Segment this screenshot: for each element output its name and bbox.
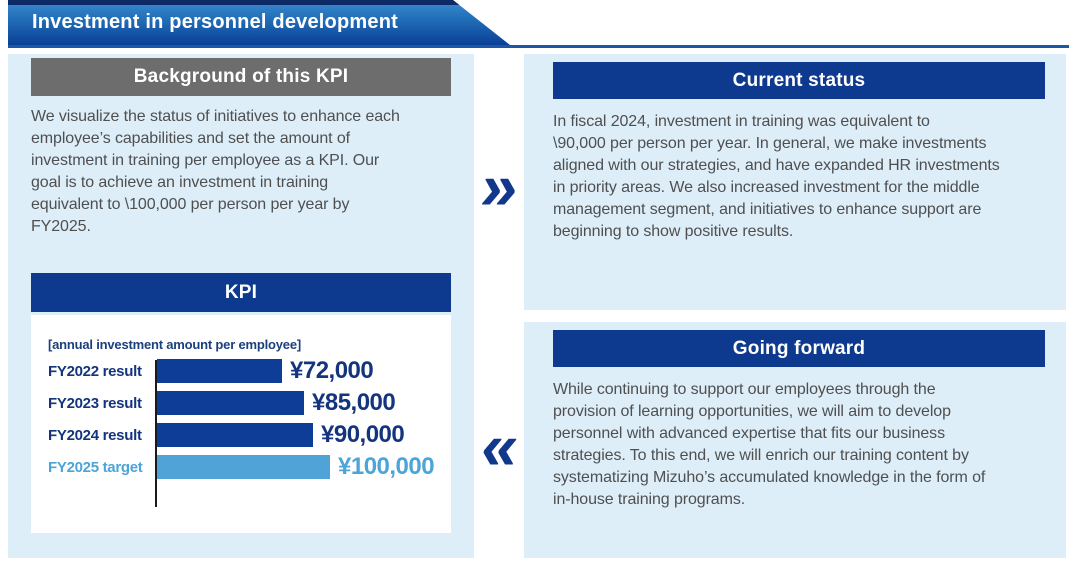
- kpi-row: FY2025 target ¥100,000: [48, 451, 451, 483]
- kpi-value-label: ¥100,000: [338, 453, 435, 480]
- kpi-row: FY2023 result ¥85,000: [48, 387, 451, 419]
- kpi-value-label: ¥72,000: [290, 357, 374, 384]
- kpi-row: FY2024 result ¥90,000: [48, 419, 451, 451]
- kpi-chart: [annual investment amount per employee] …: [31, 315, 451, 533]
- background-panel: Background of this KPI We visualize the …: [8, 54, 474, 558]
- current-status-header: Current status: [553, 62, 1045, 99]
- kpi-chart-axis: [155, 360, 157, 507]
- current-status-body: In fiscal 2024, investment in training w…: [553, 113, 1000, 240]
- kpi-chart-note: [annual investment amount per employee]: [48, 337, 301, 352]
- going-forward-body: While continuing to support our employee…: [553, 381, 986, 508]
- background-panel-body: We visualize the status of initiatives t…: [31, 108, 400, 235]
- page-title: Investment in personnel development: [32, 11, 398, 33]
- kpi-bar: [157, 455, 330, 479]
- kpi-header: KPI: [31, 273, 451, 312]
- kpi-bar: [157, 391, 304, 415]
- kpi-value-label: ¥85,000: [312, 389, 396, 416]
- kpi-row: FY2022 result ¥72,000: [48, 355, 451, 387]
- background-panel-header: Background of this KPI: [31, 58, 451, 96]
- kpi-category-label: FY2022 result: [48, 362, 142, 380]
- kpi-category-label: FY2023 result: [48, 394, 142, 412]
- kpi-chart-rows: FY2022 result ¥72,000 FY2023 result ¥85,000…: [48, 355, 451, 483]
- kpi-bar: [157, 423, 313, 447]
- banner-top-accent: [8, 0, 510, 5]
- kpi-value-label: ¥90,000: [321, 421, 405, 448]
- kpi-bar: [157, 359, 282, 383]
- header-rule: [8, 45, 1069, 48]
- kpi-category-label: FY2024 result: [48, 426, 142, 444]
- going-forward-panel: Going forward While continuing to suppor…: [524, 322, 1066, 558]
- current-status-panel: Current status In fiscal 2024, investmen…: [524, 54, 1066, 310]
- title-banner: Investment in personnel development: [8, 0, 510, 45]
- going-forward-header: Going forward: [553, 330, 1045, 367]
- kpi-category-label: FY2025 target: [48, 458, 143, 476]
